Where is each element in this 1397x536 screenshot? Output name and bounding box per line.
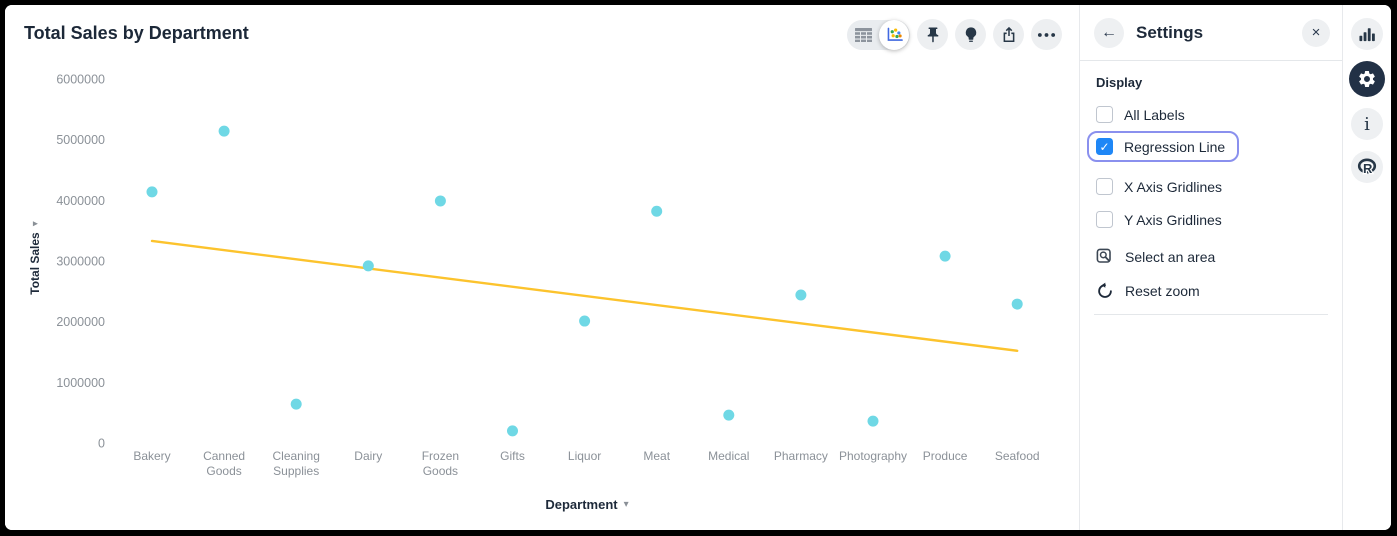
- x-axis-title[interactable]: Department ▾: [545, 497, 628, 512]
- gear-icon: [1359, 70, 1375, 87]
- data-point[interactable]: [507, 425, 518, 437]
- checkbox-row-regression-line[interactable]: Regression Line: [1096, 138, 1225, 155]
- data-point[interactable]: [867, 415, 879, 427]
- y-tick-label: 5000000: [56, 133, 105, 147]
- x-axis-label: Department: [545, 497, 618, 512]
- data-point[interactable]: [579, 315, 591, 327]
- focused-option-ring: Regression Line: [1087, 131, 1240, 162]
- y-axis-title[interactable]: Total Sales ▾: [28, 221, 42, 295]
- chart-region: Total Sales by Department: [5, 5, 1079, 530]
- table-icon: [854, 27, 872, 42]
- regression-line: [150, 239, 1019, 352]
- action-label: Reset zoom: [1125, 283, 1200, 299]
- more-options-button[interactable]: [1031, 19, 1062, 50]
- y-tick-label: 3000000: [56, 255, 105, 269]
- pin-button[interactable]: [917, 19, 948, 50]
- checkbox[interactable]: [1096, 106, 1113, 123]
- share-export-icon: [1003, 26, 1014, 42]
- checkbox-label: Y Axis Gridlines: [1124, 211, 1222, 228]
- checkbox-label: All Labels: [1124, 106, 1185, 123]
- data-point[interactable]: [362, 260, 374, 272]
- action-label: Select an area: [1125, 249, 1216, 265]
- y-tick-label: 6000000: [56, 73, 105, 87]
- back-button[interactable]: ←: [1094, 17, 1124, 48]
- settings-header: ← Settings ×: [1080, 5, 1342, 61]
- scatter-chart: 0 1000000 2000000 3000000 4000000 5000000 6000…: [56, 73, 1023, 451]
- data-point[interactable]: [723, 409, 735, 421]
- checkbox-row-all-labels[interactable]: All Labels: [1096, 106, 1328, 123]
- data-point[interactable]: [434, 195, 446, 207]
- svg-text:R: R: [1363, 161, 1373, 176]
- chart-title: Total Sales by Department: [24, 23, 249, 43]
- y-axis-label: Total Sales: [28, 232, 42, 295]
- divider: [1094, 314, 1328, 315]
- info-icon: i: [1364, 113, 1370, 135]
- y-tick-label: 1000000: [56, 376, 105, 390]
- info-button[interactable]: i: [1351, 108, 1383, 140]
- scatter-chart-icon: [887, 27, 903, 41]
- settings-panel: ← Settings × Display All Labels Regressi…: [1079, 5, 1342, 530]
- checkbox-row-x-axis-gridlines[interactable]: X Axis Gridlines: [1096, 178, 1328, 195]
- reset-zoom-icon: [1098, 282, 1112, 298]
- r-language-icon: R: [1357, 158, 1377, 176]
- right-rail: i R: [1342, 5, 1391, 530]
- view-toggle: [847, 19, 910, 50]
- chart-toolbar: [847, 19, 1062, 50]
- bar-chart-button[interactable]: [1351, 18, 1383, 50]
- data-point[interactable]: [795, 289, 807, 301]
- y-tick-label: 4000000: [56, 194, 105, 208]
- checkbox[interactable]: [1096, 211, 1113, 228]
- close-button[interactable]: ×: [1302, 18, 1330, 47]
- checkbox-label: Regression Line: [1124, 138, 1226, 155]
- lightbulb-icon: [965, 27, 976, 42]
- caret-down-icon: ▾: [623, 499, 629, 510]
- settings-gear-button[interactable]: [1349, 61, 1385, 97]
- data-point[interactable]: [218, 125, 230, 137]
- bar-chart-icon: [1359, 28, 1375, 42]
- select-area-icon: [1096, 248, 1111, 263]
- export-button[interactable]: [993, 19, 1024, 50]
- checkbox[interactable]: [1096, 178, 1113, 195]
- ellipsis-icon: [1037, 32, 1056, 37]
- caret-down-icon: ▾: [29, 221, 41, 227]
- checkbox-label: X Axis Gridlines: [1124, 178, 1223, 195]
- reset-zoom-button[interactable]: Reset zoom: [1096, 282, 1328, 300]
- r-language-button[interactable]: R: [1351, 151, 1383, 183]
- data-point[interactable]: [1011, 298, 1023, 310]
- data-point[interactable]: [146, 186, 158, 198]
- chart-view-button[interactable]: [879, 19, 909, 50]
- table-view-button[interactable]: [847, 20, 879, 50]
- app-window: Total Sales by Department: [5, 5, 1391, 530]
- data-point[interactable]: [939, 250, 951, 262]
- select-area-button[interactable]: Select an area: [1096, 248, 1328, 266]
- y-tick-label: 2000000: [56, 315, 105, 329]
- settings-body: Display All Labels Regression Line X Axi…: [1080, 61, 1342, 315]
- settings-title: Settings: [1136, 22, 1204, 42]
- back-arrow-icon: ←: [1101, 23, 1117, 41]
- data-point[interactable]: [290, 398, 302, 410]
- checkbox[interactable]: [1096, 138, 1113, 155]
- close-icon: ×: [1311, 24, 1321, 41]
- pin-icon: [927, 27, 938, 42]
- checkbox-row-y-axis-gridlines[interactable]: Y Axis Gridlines: [1096, 211, 1328, 228]
- y-tick-label: 0: [98, 437, 105, 451]
- insights-button[interactable]: [955, 19, 986, 50]
- display-section-label: Display: [1096, 75, 1143, 90]
- data-point[interactable]: [651, 205, 663, 217]
